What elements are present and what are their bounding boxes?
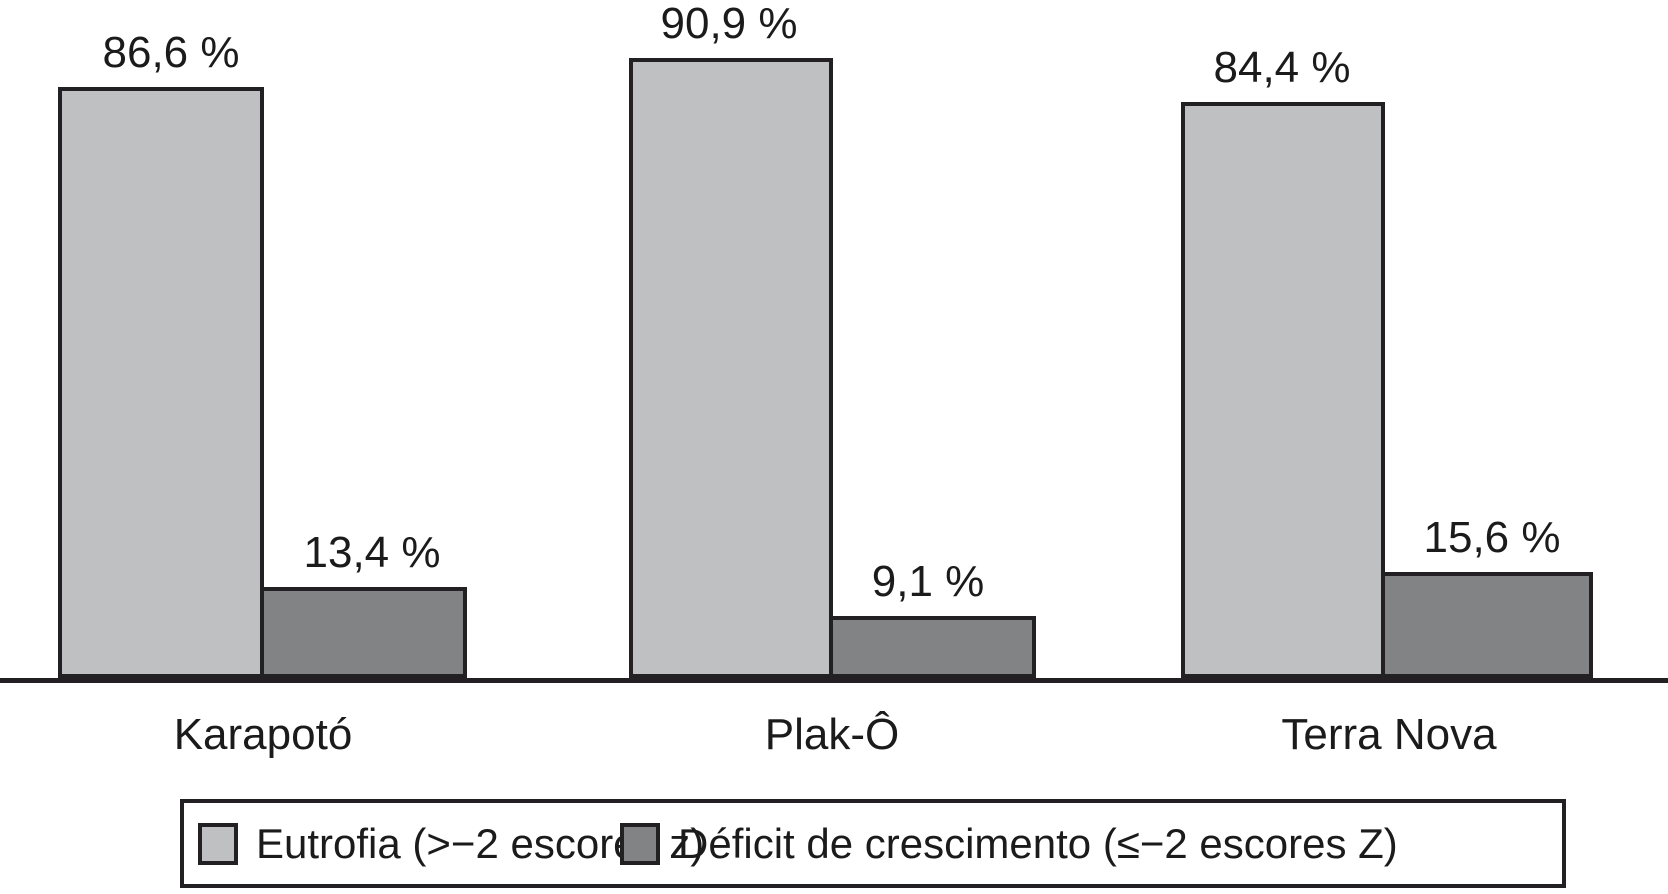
legend-swatch-eutrofia-icon xyxy=(198,822,238,865)
bar-eutrofia-terranova xyxy=(1181,102,1385,678)
category-label-terranova: Terra Nova xyxy=(1281,710,1497,759)
value-label-eutrofia-terranova: 84,4 % xyxy=(1213,43,1351,93)
bar-deficit-plako xyxy=(829,615,1036,678)
bar-eutrofia-karapoto xyxy=(58,87,264,678)
category-label-karapoto: Karapotó xyxy=(173,710,353,759)
legend-item-deficit: Déficit de crescimento (≤−2 escores Z) xyxy=(620,819,1398,867)
value-label-eutrofia-plako: 90,9 % xyxy=(660,0,798,49)
value-label-deficit-terranova: 15,6 % xyxy=(1423,512,1561,562)
legend: Eutrofia (>−2 escores z) Déficit de cres… xyxy=(180,799,1566,888)
value-label-deficit-plako: 9,1 % xyxy=(871,556,985,606)
bar-eutrofia-plako xyxy=(629,58,833,678)
x-axis-line xyxy=(0,678,1668,683)
value-label-eutrofia-karapoto: 86,6 % xyxy=(102,28,240,78)
category-label-plako: Plak-Ô xyxy=(764,710,900,759)
legend-label-deficit: Déficit de crescimento (≤−2 escores Z) xyxy=(678,819,1398,867)
value-label-deficit-karapoto: 13,4 % xyxy=(303,527,441,577)
bar-deficit-terranova xyxy=(1381,571,1593,678)
legend-swatch-deficit-icon xyxy=(620,822,660,865)
bar-deficit-karapoto xyxy=(260,586,467,678)
